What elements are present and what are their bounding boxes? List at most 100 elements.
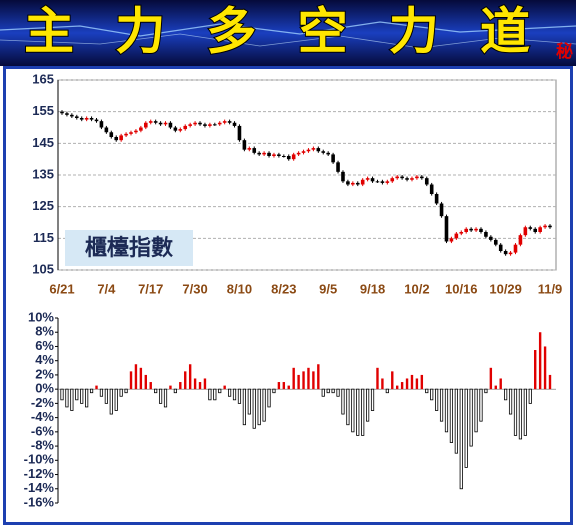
candle-body: [227, 121, 232, 123]
bar: [385, 388, 389, 394]
bar: [543, 346, 547, 390]
candle-body: [247, 148, 252, 150]
bar: [420, 374, 424, 390]
x-tick-label: 10/2: [404, 281, 429, 296]
bar: [370, 388, 375, 411]
candle-body: [183, 125, 188, 130]
bar: [287, 385, 290, 390]
candle-body: [523, 227, 528, 236]
bar: [405, 378, 409, 390]
bar: [454, 388, 458, 454]
bar: [252, 388, 256, 429]
candle-body: [508, 252, 513, 255]
candle-body: [538, 227, 542, 232]
candle-body: [198, 122, 202, 125]
bar: [538, 332, 542, 390]
bar: [267, 388, 271, 408]
bar: [179, 382, 182, 390]
candle-body: [213, 124, 217, 126]
candle-body: [188, 124, 192, 126]
candle-body: [498, 244, 503, 251]
bar: [444, 388, 449, 433]
bar: [534, 350, 537, 390]
bar: [464, 388, 468, 468]
x-tick-label: 7/30: [182, 281, 207, 296]
bar: [198, 382, 202, 390]
candle-body: [346, 181, 350, 185]
candle-body: [484, 232, 488, 237]
bar: [95, 385, 98, 390]
bar: [277, 382, 281, 390]
bar: [518, 388, 523, 440]
bar: [425, 388, 429, 394]
candle-body: [143, 122, 148, 128]
candle-body: [99, 121, 104, 128]
bar: [351, 388, 355, 433]
candle-body: [543, 225, 547, 228]
bar: [218, 388, 222, 394]
bar: [479, 388, 483, 422]
candle-body: [385, 181, 390, 183]
bar: [247, 388, 251, 415]
bar: [474, 388, 478, 433]
candle-body: [104, 127, 109, 133]
bar: [523, 388, 527, 436]
y-tick-label: -16%: [24, 494, 55, 509]
candle-body: [321, 151, 326, 153]
candle-body: [503, 251, 508, 255]
bar: [548, 374, 552, 390]
bar: [356, 388, 360, 436]
y-tick-label: 115: [33, 230, 54, 245]
bar: [361, 388, 365, 436]
y-tick-label: 0%: [35, 381, 54, 396]
candle-body: [168, 122, 173, 128]
candle-body: [296, 152, 301, 155]
candle-body: [439, 203, 444, 217]
bar: [336, 388, 340, 397]
bar: [213, 388, 217, 401]
bar: [114, 388, 118, 411]
plots: 105 115 125 135 145 155 165 6/21 7/4 7/17 7/30 8/10…: [24, 71, 563, 509]
candle-body: [469, 228, 473, 231]
candle-body: [124, 133, 128, 136]
bar: [184, 371, 187, 390]
bar: [449, 388, 454, 443]
bar: [89, 388, 94, 394]
bar: [292, 367, 295, 390]
candle-body: [424, 178, 429, 185]
candle-body: [479, 228, 483, 232]
candle-body: [311, 148, 316, 150]
candle-body: [355, 182, 360, 185]
candle-body: [474, 228, 478, 231]
candle-body: [267, 152, 271, 156]
bar: [317, 364, 320, 390]
bar: [415, 378, 419, 390]
y-tick-label: 10%: [28, 309, 54, 324]
lightning: [0, 33, 576, 49]
candle-body: [237, 125, 242, 141]
candle-body: [410, 178, 414, 180]
candle-body: [365, 178, 370, 180]
candle-body: [282, 156, 286, 157]
bar: [439, 388, 444, 422]
candle-body: [70, 114, 74, 117]
bar: [257, 388, 261, 426]
candle-body: [139, 127, 143, 131]
candle-body: [444, 216, 449, 242]
candle-body: [178, 129, 183, 131]
bar: [326, 388, 330, 394]
bar: [80, 388, 84, 404]
bar: [65, 388, 69, 408]
candle-body: [429, 184, 434, 194]
bar: [395, 385, 399, 390]
candle-body: [351, 182, 355, 185]
bar: [262, 388, 266, 422]
bar: [169, 385, 172, 390]
candle-body: [395, 176, 399, 179]
bar: [494, 385, 497, 390]
candle-body: [277, 154, 281, 156]
bar: [109, 388, 113, 415]
bar: [489, 367, 493, 390]
candle-body: [390, 178, 395, 182]
